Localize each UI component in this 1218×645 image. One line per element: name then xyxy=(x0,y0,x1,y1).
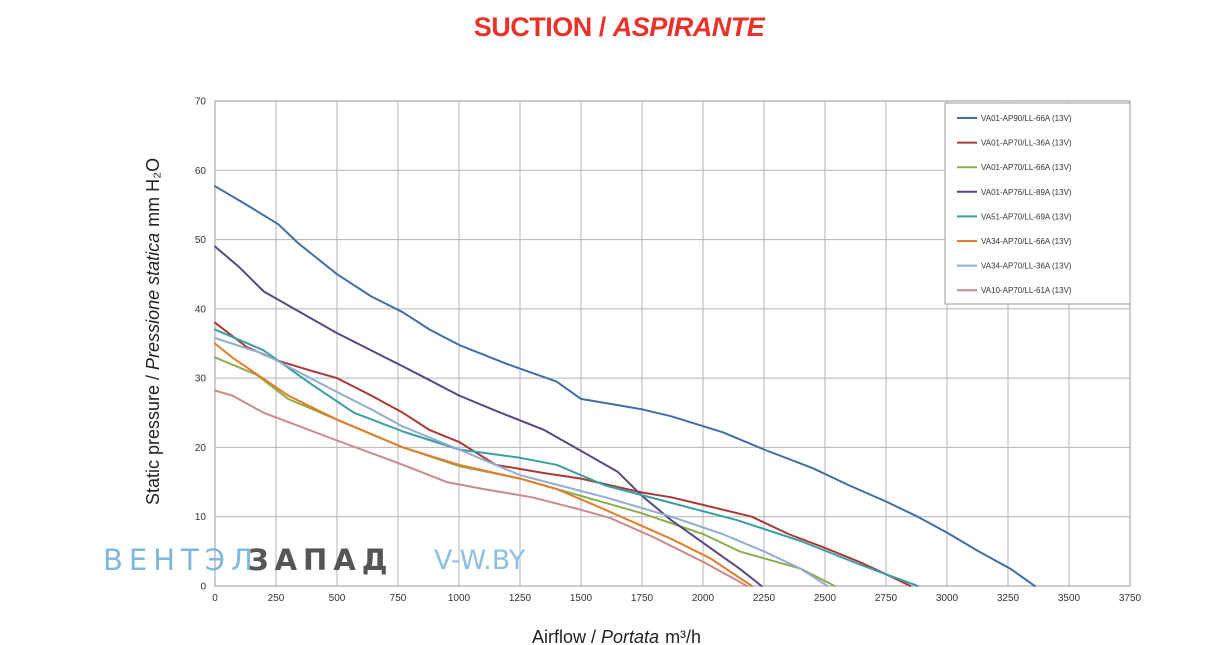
x-tick-label: 3500 xyxy=(1058,593,1081,604)
x-tick-label: 0 xyxy=(212,593,218,604)
x-tick-label: 2250 xyxy=(753,593,776,604)
series-line xyxy=(214,321,912,587)
y-tick-label: 40 xyxy=(195,304,207,315)
y-axis-title-italic: Pressione statica xyxy=(143,233,163,370)
tick-labels: 0 250 500 750 1000 1250 1500 1750 2000 2250 2500 27… xyxy=(195,97,1142,605)
series-line xyxy=(214,389,748,587)
y-tick-label: 60 xyxy=(195,166,207,177)
y-tick-label: 0 xyxy=(200,582,206,593)
legend-box xyxy=(944,102,1131,305)
x-tick-label: 250 xyxy=(268,593,285,604)
chart-title-italic: ASPIRANTE xyxy=(612,12,765,42)
x-tick-label: 2750 xyxy=(875,593,898,604)
x-tick-label: 1500 xyxy=(570,593,593,604)
x-tick-label: 750 xyxy=(390,593,407,604)
y-tick-label: 50 xyxy=(195,235,207,246)
x-tick-label: 2500 xyxy=(814,593,837,604)
x-axis-title: Airflow / Portata m³/h xyxy=(532,627,701,645)
watermark-part3: V-W.BY xyxy=(434,545,526,576)
x-tick-label: 500 xyxy=(329,593,346,604)
y-axis-title-main: Static pressure / xyxy=(143,370,163,505)
series-line xyxy=(214,245,763,587)
y-tick-label: 30 xyxy=(195,374,207,385)
x-tick-label: 3000 xyxy=(936,593,959,604)
series-line xyxy=(214,337,829,587)
y-tick-label: 70 xyxy=(195,97,207,108)
legend-entry-label: VA01-AP70/LL-66A (13V) xyxy=(981,163,1072,172)
legend-entry-label: VA34-AP70/LL-36A (13V) xyxy=(981,262,1072,271)
legend: VA01-AP90/LL-66A (13V) VA01-AP70/LL-36A (… xyxy=(944,102,1131,305)
series-lines xyxy=(214,185,1036,587)
y-tick-label: 20 xyxy=(195,443,207,454)
series-line xyxy=(214,328,919,587)
x-axis-title-unit: m³/h xyxy=(665,627,701,645)
x-tick-label: 3250 xyxy=(997,593,1020,604)
y-tick-label: 10 xyxy=(195,512,207,523)
legend-entry-label: VA01-AP90/LL-66A (13V) xyxy=(981,114,1072,123)
watermark-part2: ЗАПАД xyxy=(248,543,394,577)
x-tick-label: 3750 xyxy=(1119,593,1142,604)
legend-entry-label: VA10-AP70/LL-61A (13V) xyxy=(981,286,1072,295)
chart-title-main: SUCTION / xyxy=(473,12,613,42)
y-axis-title-unit: mm H₂O xyxy=(143,158,163,227)
x-axis-title-italic: Portata xyxy=(601,627,659,645)
x-axis-title-main: Airflow / xyxy=(532,627,601,645)
series-line xyxy=(214,342,753,587)
x-tick-label: 1250 xyxy=(509,593,532,604)
legend-entry-label: VA51-AP70/LL-69A (13V) xyxy=(981,212,1072,221)
legend-entry-label: VA34-AP70/LL-66A (13V) xyxy=(981,237,1072,246)
x-tick-label: 2000 xyxy=(692,593,715,604)
legend-entry-label: VA01-AP76/LL-89A (13V) xyxy=(981,188,1072,197)
y-axis-title: Static pressure / Pressione statica mm H₂… xyxy=(143,158,163,505)
chart-title: SUCTION / ASPIRANTE xyxy=(0,12,1218,43)
series-line xyxy=(214,185,1036,587)
x-tick-label: 1750 xyxy=(631,593,654,604)
watermark-part1: ВЕНТЭЛ xyxy=(103,543,259,577)
legend-entry-label: VA01-AP70/LL-36A (13V) xyxy=(981,139,1072,148)
x-tick-label: 1000 xyxy=(448,593,471,604)
